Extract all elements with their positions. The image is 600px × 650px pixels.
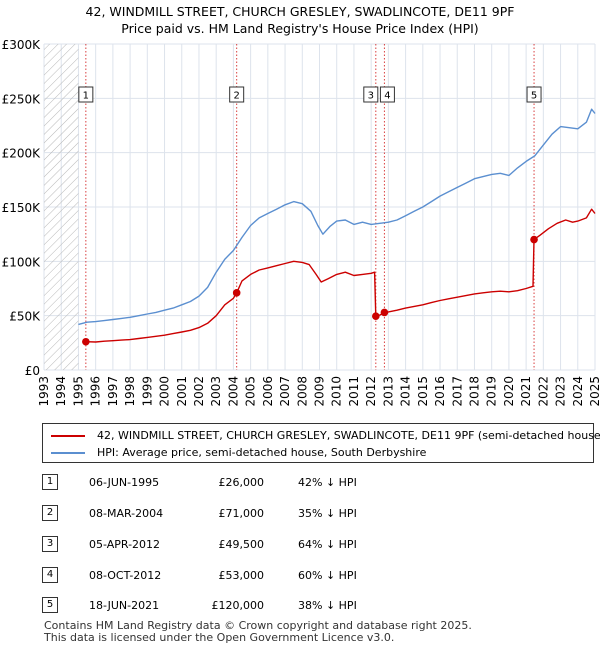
- sale-point: [232, 289, 241, 297]
- sale-label-3: 3: [363, 86, 379, 103]
- sale-label-box: [229, 86, 245, 103]
- sale-row: 5 18-JUN-2021 £120,000 38% ↓ HPI: [42, 597, 382, 617]
- sale-hpi-diff: 64% ↓ HPI: [298, 538, 357, 551]
- footer-licence: This data is licensed under the Open Gov…: [44, 631, 395, 644]
- x-tick-label: 2002: [192, 376, 206, 407]
- x-tick-label: 2009: [313, 376, 327, 407]
- sale-label-1: 1: [78, 86, 94, 103]
- x-tick-label: 2001: [175, 376, 189, 407]
- x-tick-label: 2013: [381, 376, 395, 407]
- sale-price: £26,000: [218, 476, 265, 489]
- sale-price: £53,000: [218, 569, 265, 582]
- sale-date: 08-OCT-2012: [89, 569, 162, 582]
- x-tick-label: 2020: [502, 376, 516, 407]
- sale-label-4: 4: [379, 86, 395, 103]
- footer-copyright: Contains HM Land Registry data © Crown c…: [44, 619, 472, 632]
- legend-swatch-property: [51, 435, 85, 437]
- chart-subtitle: Price paid vs. HM Land Registry's House …: [121, 21, 479, 36]
- sale-date: 18-JUN-2021: [89, 599, 160, 612]
- sale-number-badge: 3: [42, 536, 58, 552]
- x-tick-label: 2004: [226, 376, 240, 407]
- x-tick-label: 2014: [399, 376, 413, 407]
- hpi-line: [78, 108, 596, 326]
- chart-title-address: 42, WINDMILL STREET, CHURCH GRESLEY, SWA…: [85, 4, 515, 19]
- y-tick-label: £300K: [2, 38, 42, 52]
- y-tick-label: £200K: [2, 147, 42, 161]
- sale-row: 1 06-JUN-1995 £26,000 42% ↓ HPI: [42, 474, 382, 494]
- y-tick-label: £100K: [2, 255, 42, 269]
- x-tick-label: 2015: [416, 376, 430, 407]
- legend-swatch-hpi: [51, 452, 85, 454]
- sale-row: 2 08-MAR-2004 £71,000 35% ↓ HPI: [42, 505, 382, 525]
- sale-hpi-diff: 60% ↓ HPI: [298, 569, 357, 582]
- x-tick-label: 2005: [244, 376, 258, 407]
- sale-label-box: [363, 86, 379, 103]
- x-tick-label: 1993: [37, 376, 51, 407]
- sale-label-2: 2: [229, 86, 245, 103]
- x-tick-label: 1999: [140, 376, 154, 407]
- sale-number-badge: 4: [42, 567, 58, 583]
- x-tick-label: 2011: [347, 376, 361, 407]
- sale-label-text: 4: [384, 91, 390, 102]
- legend: 42, WINDMILL STREET, CHURCH GRESLEY, SWA…: [42, 423, 600, 463]
- sale-label-box: [78, 86, 94, 103]
- sale-price: £71,000: [218, 507, 265, 520]
- x-tick-label: 2007: [278, 376, 292, 407]
- sale-point: [530, 235, 538, 244]
- x-tick-label: 1997: [106, 376, 120, 407]
- x-tick-label: 1998: [123, 376, 137, 407]
- sale-point: [82, 337, 90, 346]
- x-tick-label: 2018: [467, 376, 481, 407]
- x-tick-label: 2008: [295, 376, 309, 407]
- y-tick-label: £50K: [9, 310, 41, 324]
- sale-label-box: [379, 86, 395, 103]
- x-tick-label: 2025: [588, 376, 600, 407]
- y-tick-label: £0: [25, 364, 40, 378]
- sale-hpi-diff: 35% ↓ HPI: [298, 507, 357, 520]
- sale-price: £120,000: [211, 599, 265, 612]
- sale-point: [380, 308, 389, 317]
- x-tick-label: 2000: [158, 376, 172, 407]
- sale-label-text: 3: [368, 91, 374, 102]
- legend-label-property: 42, WINDMILL STREET, CHURCH GRESLEY, SWA…: [97, 429, 600, 442]
- sale-label-5: 5: [526, 86, 542, 103]
- sale-number-badge: 5: [42, 597, 58, 613]
- x-tick-label: 2016: [433, 376, 447, 407]
- x-tick-label: 2006: [261, 376, 275, 407]
- x-tick-label: 1996: [89, 376, 103, 407]
- sale-date: 06-JUN-1995: [89, 476, 160, 489]
- x-tick-label: 2024: [571, 376, 585, 407]
- legend-label-hpi: HPI: Average price, semi-detached house,…: [97, 446, 427, 459]
- sale-row: 4 08-OCT-2012 £53,000 60% ↓ HPI: [42, 567, 382, 587]
- x-tick-label: 2023: [554, 376, 568, 407]
- sale-date: 05-APR-2012: [89, 538, 161, 551]
- x-tick-label: 2003: [209, 376, 223, 407]
- x-tick-label: 2019: [485, 376, 499, 407]
- sale-date: 08-MAR-2004: [89, 507, 164, 520]
- no-data-hatch: [44, 44, 79, 370]
- sale-point: [372, 312, 380, 321]
- x-tick-label: 2010: [330, 376, 344, 407]
- y-tick-label: £250K: [2, 92, 42, 106]
- sale-number-badge: 2: [42, 505, 58, 521]
- sale-hpi-diff: 42% ↓ HPI: [298, 476, 357, 489]
- property-price-line: [85, 208, 596, 343]
- sale-row: 3 05-APR-2012 £49,500 64% ↓ HPI: [42, 536, 382, 556]
- x-tick-label: 1995: [71, 376, 85, 407]
- sale-number-badge: 1: [42, 474, 58, 490]
- sale-label-text: 1: [83, 91, 89, 102]
- sale-label-text: 5: [531, 91, 537, 102]
- y-tick-label: £150K: [2, 201, 42, 215]
- sale-label-box: [526, 86, 542, 103]
- sale-price: £49,500: [218, 538, 265, 551]
- sale-hpi-diff: 38% ↓ HPI: [298, 599, 357, 612]
- sale-label-text: 2: [233, 91, 239, 102]
- x-tick-label: 2022: [536, 376, 550, 407]
- x-tick-label: 2012: [364, 376, 378, 407]
- x-tick-label: 2017: [450, 376, 464, 407]
- x-tick-label: 2021: [519, 376, 533, 407]
- x-tick-label: 1994: [54, 376, 68, 407]
